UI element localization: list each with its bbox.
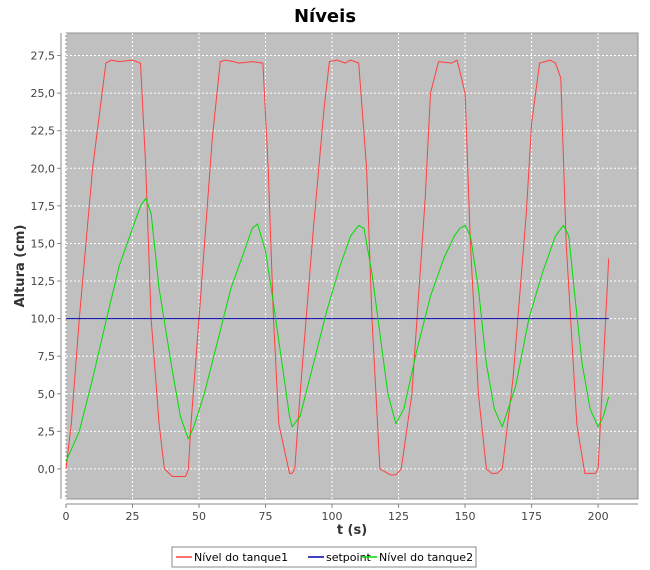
y-tick-label: 15,0 (31, 237, 56, 250)
plot-area (65, 32, 639, 500)
y-tick-label: 10,0 (31, 313, 56, 326)
legend: Nível do tanque1 setpoint Nível do tanque2 (171, 546, 477, 568)
x-tick-label: 50 (192, 510, 206, 523)
grid (65, 33, 638, 499)
y-tick-label: 20,0 (31, 162, 56, 175)
y-tick-label: 5,0 (38, 388, 56, 401)
y-tick-label: 25,0 (31, 87, 56, 100)
x-tick-label: 200 (588, 510, 609, 523)
x-tick-label: 175 (521, 510, 542, 523)
y-tick-label: 12,5 (31, 275, 56, 288)
x-tick-label: 75 (259, 510, 273, 523)
x-tick-label: 100 (322, 510, 343, 523)
y-tick-label: 0,0 (38, 463, 56, 476)
y-tick-label: 2,5 (38, 425, 56, 438)
x-tick-label: 150 (455, 510, 476, 523)
series-group (65, 59, 610, 477)
legend-label-2: Nível do tanque2 (379, 551, 473, 564)
legend-label-0: Nível do tanque1 (194, 551, 288, 564)
y-tick-label: 17,5 (31, 200, 56, 213)
series-line-2 (65, 197, 610, 462)
x-tick-label: 0 (63, 510, 70, 523)
series-line-0 (65, 59, 610, 477)
y-tick-label: 27,5 (31, 50, 56, 63)
axes: 0 25 50 75 100 125 150 175 200 0,0 2,5 5,0 7,5 10,0 12… (31, 33, 638, 523)
x-tick-label: 25 (126, 510, 140, 523)
y-tick-label: 7,5 (38, 350, 56, 363)
x-axis-label: t (s) (337, 523, 367, 538)
x-tick-label: 125 (388, 510, 409, 523)
legend-label-1: setpoint (326, 551, 372, 564)
y-axis-label: Altura (cm) (13, 225, 28, 308)
chart-title: Níveis (294, 6, 356, 27)
y-tick-label: 22,5 (31, 125, 56, 138)
